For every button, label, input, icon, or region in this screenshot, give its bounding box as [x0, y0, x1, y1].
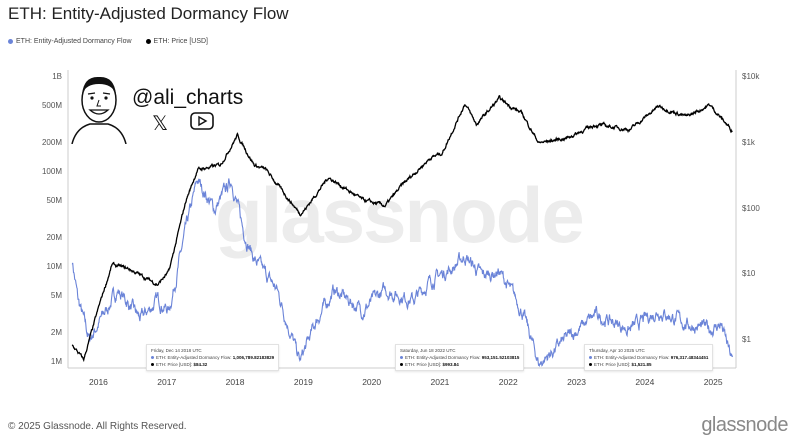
x-tick: 2024	[635, 377, 655, 387]
legend: ETH: Entity-Adjusted Dormancy Flow ETH: …	[8, 38, 208, 45]
x-tick: 2019	[293, 377, 313, 387]
page-title: ETH: Entity-Adjusted Dormancy Flow	[8, 4, 289, 23]
tooltip-value: 953,151.52103815	[481, 355, 520, 360]
price-line	[71, 94, 733, 363]
author-handle: @ali_charts	[132, 86, 244, 109]
tooltip-value: $1,521.85	[631, 362, 652, 367]
tooltip-date: Saturday, Jun 18 2022 UTC	[400, 348, 456, 353]
tooltip-date: Friday, Dec 14 2018 UTC	[151, 348, 202, 353]
tooltip-value: 976,317.48344451	[670, 355, 709, 360]
x-tick: 2018	[225, 377, 245, 387]
x-tick: 2021	[430, 377, 450, 387]
tooltip-value: $993.84	[442, 362, 459, 367]
x-tick: 2016	[89, 377, 108, 387]
avatar	[71, 76, 127, 144]
y-left-tick: 1B	[52, 72, 62, 81]
x-tick: 2022	[498, 377, 518, 387]
y-left-tick: 500M	[41, 100, 62, 110]
tooltip-label: ETH: Price [USD]:	[156, 362, 193, 367]
tooltip-value: 1,006,789.82183829	[232, 355, 275, 360]
glassnode-logo: glassnode	[701, 414, 788, 436]
tooltip-value: $84.32	[193, 362, 208, 367]
dormancy-flow-line	[71, 178, 734, 368]
y-right-tick: $10k	[742, 72, 760, 82]
tooltip-date: Thursday, Apr 10 2025 UTC	[589, 348, 645, 353]
y-right-tick: $1k	[742, 137, 755, 147]
legend-label: ETH: Price [USD]	[153, 38, 208, 45]
x-tick: 2025	[703, 377, 723, 387]
y-left-tick: 10M	[46, 262, 62, 271]
tooltip-label: ETH: Entity-Adjusted Dormancy Flow:	[594, 355, 670, 360]
legend-label: ETH: Entity-Adjusted Dormancy Flow	[16, 38, 132, 45]
y-right-tick: $100	[742, 203, 760, 213]
y-left-tick: 2M	[50, 328, 62, 338]
legend-item-flow[interactable]: ETH: Entity-Adjusted Dormancy Flow	[8, 38, 132, 45]
tooltip-label: ETH: Price [USD]:	[594, 362, 631, 367]
copyright: © 2025 Glassnode. All Rights Reserved.	[8, 421, 187, 432]
y-left-tick: 1M	[50, 357, 62, 366]
y-left-tick: 200M	[41, 138, 62, 148]
legend-item-price[interactable]: ETH: Price [USD]	[145, 38, 208, 45]
tooltip-label: ETH: Entity-Adjusted Dormancy Flow:	[405, 355, 481, 360]
tooltip-2022: Saturday, Jun 18 2022 UTC ETH: Entity-Ad…	[395, 344, 525, 371]
legend-dot	[8, 38, 13, 44]
x-tick: 2023	[567, 377, 587, 387]
x-tick: 2020	[362, 377, 382, 387]
y-left-tick: 20M	[46, 233, 62, 243]
y-left-tick: 100M	[41, 167, 62, 176]
tooltip-2018: Friday, Dec 14 2018 UTC ETH: Entity-Adju…	[146, 344, 280, 371]
legend-dot	[145, 38, 151, 44]
y-right-tick: $1	[742, 335, 751, 344]
x-logo-icon[interactable]: 𝕏	[152, 113, 169, 135]
youtube-icon[interactable]	[190, 112, 214, 130]
y-right-tick: $10	[742, 269, 756, 279]
tooltip-label: ETH: Entity-Adjusted Dormancy Flow:	[156, 355, 232, 360]
tooltip-label: ETH: Price [USD]:	[405, 362, 442, 367]
y-left-tick: 5M	[50, 290, 62, 300]
y-left-tick: 50M	[46, 195, 62, 205]
tooltip-2025: Thursday, Apr 10 2025 UTC ETH: Entity-Ad…	[584, 344, 714, 371]
x-tick: 2017	[157, 377, 177, 387]
